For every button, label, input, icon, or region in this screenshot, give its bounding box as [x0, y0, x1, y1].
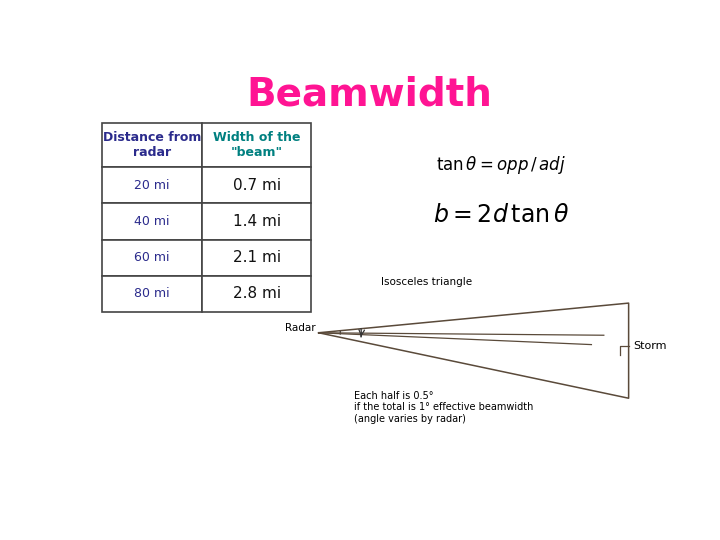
Bar [102, 167, 202, 204]
Bar [102, 240, 202, 276]
Bar [202, 276, 311, 312]
Text: Radar: Radar [285, 323, 315, 333]
Text: Beamwidth: Beamwidth [246, 75, 492, 113]
Text: Width of the
"beam": Width of the "beam" [213, 131, 300, 159]
Text: 1.4 mi: 1.4 mi [233, 214, 281, 229]
Text: 80 mi: 80 mi [134, 287, 170, 300]
Text: $\tan\theta = opp\,/\,adj$: $\tan\theta = opp\,/\,adj$ [436, 154, 566, 176]
Bar [202, 240, 311, 276]
Text: Isosceles triangle: Isosceles triangle [381, 277, 472, 287]
Bar [202, 123, 311, 167]
Text: 60 mi: 60 mi [134, 251, 170, 264]
Text: 2.8 mi: 2.8 mi [233, 286, 281, 301]
Text: 0.7 mi: 0.7 mi [233, 178, 281, 193]
Text: $b = 2d\,\tan\theta$: $b = 2d\,\tan\theta$ [433, 203, 569, 227]
Bar [202, 167, 311, 204]
Bar [202, 204, 311, 240]
Text: Storm: Storm [634, 341, 667, 351]
Text: Distance from
radar: Distance from radar [103, 131, 201, 159]
Bar [102, 123, 202, 167]
Text: 20 mi: 20 mi [134, 179, 170, 192]
Bar [102, 204, 202, 240]
Text: 40 mi: 40 mi [134, 215, 170, 228]
Text: Each half is 0.5°
if the total is 1° effective beamwidth
(angle varies by radar): Each half is 0.5° if the total is 1° eff… [354, 390, 533, 424]
Bar [102, 276, 202, 312]
Text: 2.1 mi: 2.1 mi [233, 250, 281, 265]
